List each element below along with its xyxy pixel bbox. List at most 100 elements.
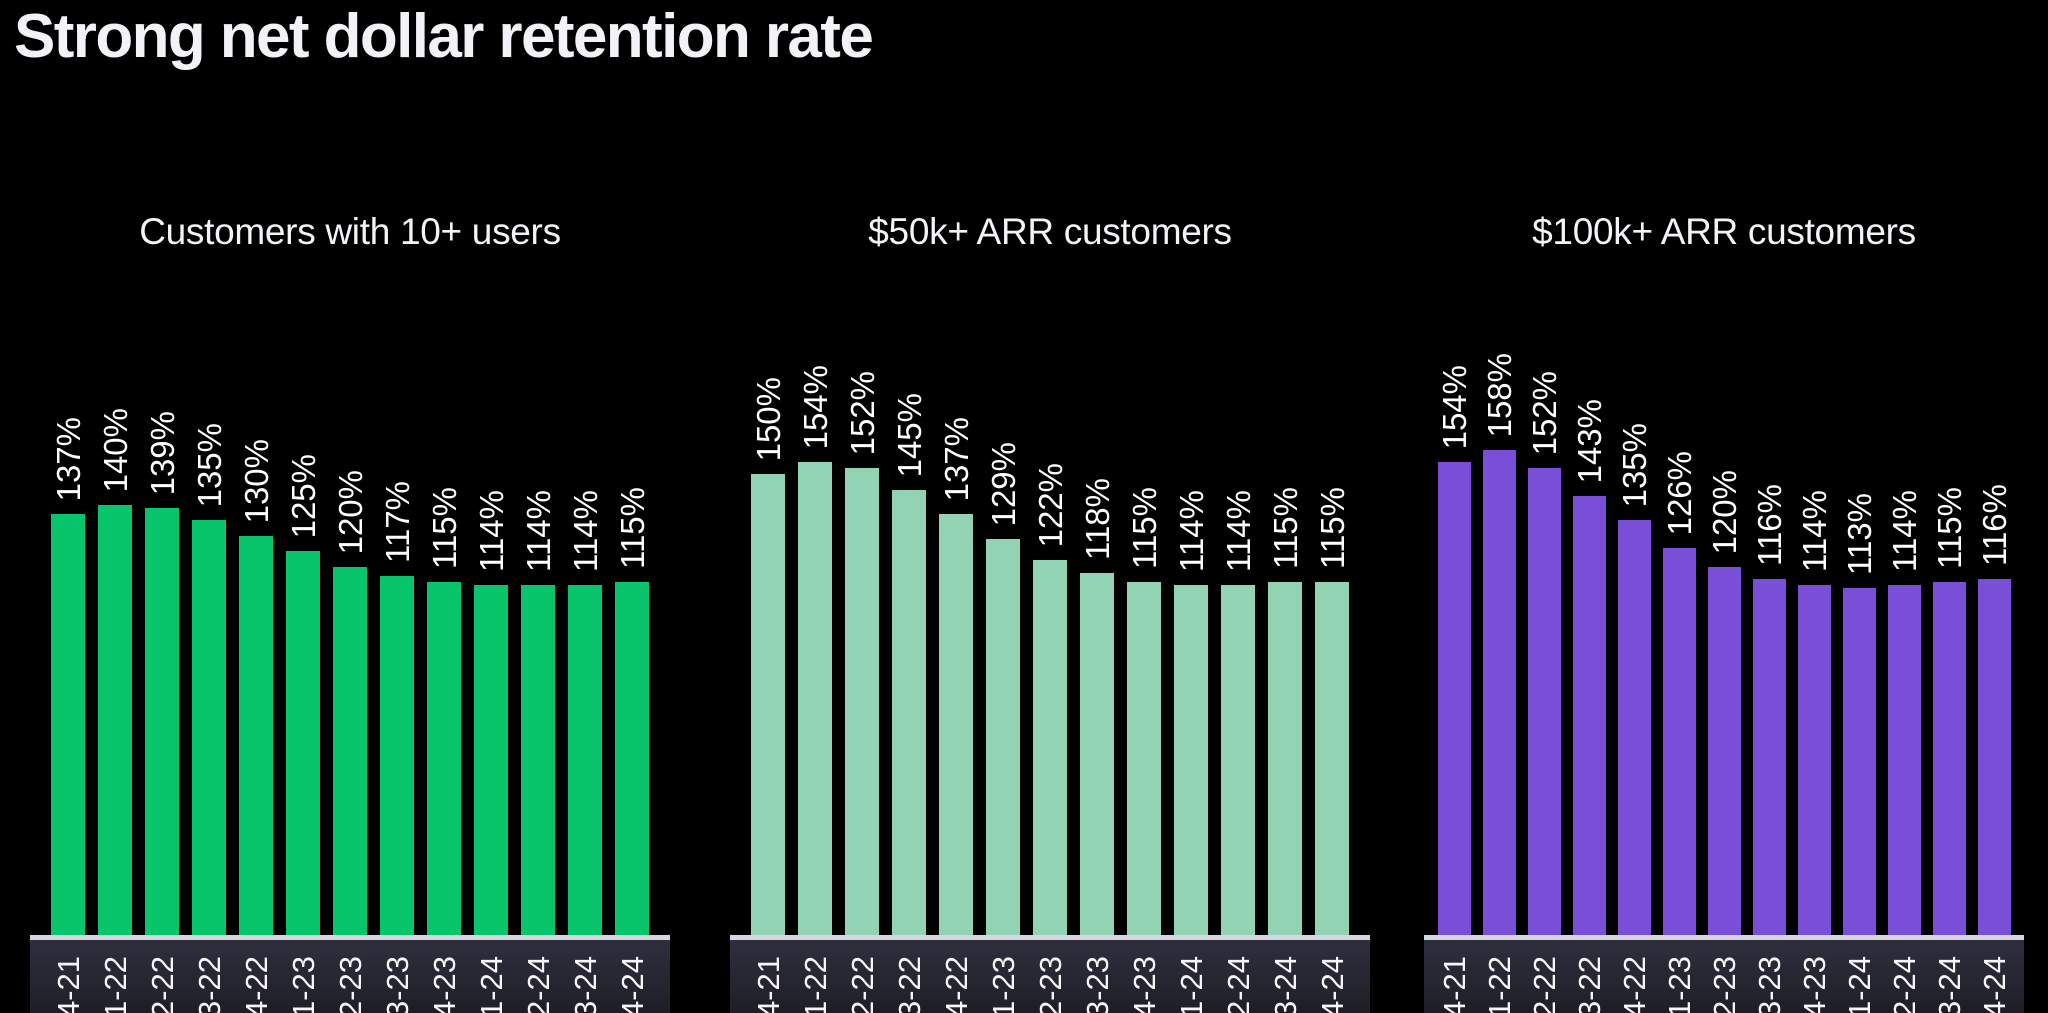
bar[interactable] [1572,496,1606,935]
bar-column[interactable]: 154% [1436,295,1473,935]
bar-column[interactable]: 126% [1661,295,1698,935]
bar-column[interactable]: 130% [238,295,275,935]
bar-column[interactable]: 122% [1032,295,1069,935]
x-axis-tick-label: Q3-23 [379,956,415,1013]
bar[interactable] [1932,582,1966,935]
panel-title-1: Customers with 10+ users [139,211,561,252]
bar-column[interactable]: 116% [1976,295,2013,935]
bar-column[interactable]: 114% [1219,295,1257,935]
bar-column[interactable]: 114% [473,295,510,935]
bar-column[interactable]: 115% [426,295,463,935]
bar[interactable] [845,468,879,935]
bar[interactable] [1617,520,1651,935]
bar[interactable] [1707,567,1741,935]
bar-column[interactable]: 152% [844,295,881,935]
bar[interactable] [986,539,1020,935]
bar-column[interactable]: 118% [1078,295,1116,935]
bar-column[interactable]: 135% [191,295,228,935]
bar[interactable] [1977,579,2011,935]
bar-column[interactable]: 115% [614,295,651,935]
bar[interactable] [1797,585,1831,935]
bar-column[interactable]: 143% [1571,295,1608,935]
bar[interactable] [1437,462,1471,935]
bar[interactable] [1662,548,1696,935]
x-axis-tick: Q1-22 [1482,940,1517,1013]
bar-column[interactable]: 129% [985,295,1022,935]
bar[interactable] [427,582,461,935]
bar-column[interactable]: 154% [797,295,834,935]
x-axis-tick: Q1-22 [98,940,133,1013]
x-axis-tick-label: Q3-24 [1267,956,1303,1013]
bar[interactable] [568,585,602,935]
bar[interactable] [1887,585,1921,935]
bar[interactable] [474,585,508,935]
bar[interactable] [1127,582,1161,935]
bar-column[interactable]: 113% [1841,295,1878,935]
x-axis-1: Q4-21 Q1-22 Q2-22 Q3-22 Q4-22 Q1-23 Q2-23 Q3-23… [30,935,670,1013]
x-axis-tick: Q2-23 [333,940,368,1013]
bar-value-label: 114% [1219,490,1257,572]
bar-column[interactable]: 137% [50,295,87,935]
bar[interactable] [751,474,785,935]
bar[interactable] [333,567,367,935]
bar-value-label: 120% [331,469,369,554]
bar[interactable] [1482,450,1516,935]
bar[interactable] [798,462,832,935]
bar[interactable] [192,520,226,935]
x-axis-tick-label: Q1-22 [797,956,833,1013]
bar[interactable] [1080,573,1114,935]
bar-value-label: 118% [1078,478,1116,560]
bar-value-label: 145% [890,392,928,477]
x-axis-tick: Q4-23 [427,940,462,1013]
bar-column[interactable]: 150% [750,295,787,935]
bar[interactable] [239,536,273,935]
bar[interactable] [1221,585,1255,935]
bar[interactable] [1315,582,1349,935]
bar-column[interactable]: 114% [1796,295,1833,935]
bar-column[interactable]: 125% [285,295,322,935]
x-axis-tick-label: Q1-23 [985,956,1021,1013]
bar-column[interactable]: 139% [144,295,181,935]
bar-column[interactable]: 115% [1126,295,1163,935]
bar[interactable] [51,514,85,935]
bar[interactable] [1033,560,1067,935]
bar-column[interactable]: 120% [1706,295,1743,935]
bar-column[interactable]: 115% [1267,295,1304,935]
bar-column[interactable]: 158% [1481,295,1518,935]
bar-column[interactable]: 115% [1314,295,1351,935]
bar[interactable] [1174,585,1208,935]
bar[interactable] [1752,579,1786,935]
bar[interactable] [615,582,649,935]
x-axis-tick: Q2-23 [1707,940,1742,1013]
plot-area-1: 137% 140% 139% 135% 130% 125% 120% 117% 115% 114%… [30,295,670,935]
bar[interactable] [1842,588,1876,935]
x-axis-tick-label: Q1-24 [473,956,509,1013]
bar-column[interactable]: 114% [1173,295,1210,935]
bar-column[interactable]: 117% [379,295,416,935]
bar-column[interactable]: 145% [890,295,928,935]
bar-column[interactable]: 120% [331,295,369,935]
bar-column[interactable]: 114% [520,295,557,935]
bar-column[interactable]: 140% [97,295,134,935]
x-axis-tick: Q4-24 [1315,940,1350,1013]
bar[interactable] [145,508,179,935]
bar[interactable] [98,505,132,935]
bar[interactable] [892,490,926,935]
x-axis-tick: Q2-24 [521,940,556,1013]
x-axis-tick-label: Q3-23 [1751,956,1787,1013]
bar-column[interactable]: 152% [1526,295,1563,935]
bar[interactable] [1268,582,1302,935]
bar-column[interactable]: 114% [1886,295,1923,935]
bar-column[interactable]: 114% [567,295,604,935]
bar[interactable] [1527,468,1561,935]
bar-column[interactable]: 116% [1751,295,1788,935]
x-axis-tick: Q1-24 [1842,940,1877,1013]
bar[interactable] [521,585,555,935]
x-axis-tick: Q3-23 [1080,940,1115,1013]
bar[interactable] [380,576,414,935]
bar[interactable] [939,514,973,935]
bar-column[interactable]: 135% [1616,295,1653,935]
bar-column[interactable]: 115% [1931,295,1968,935]
bar-column[interactable]: 137% [938,295,975,935]
bar[interactable] [286,551,320,935]
